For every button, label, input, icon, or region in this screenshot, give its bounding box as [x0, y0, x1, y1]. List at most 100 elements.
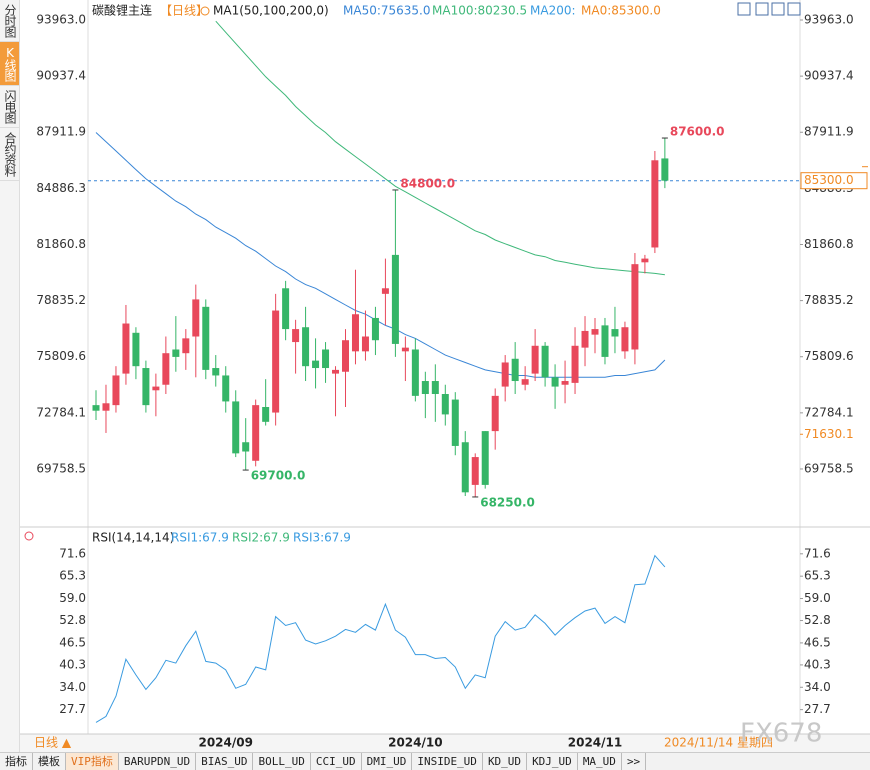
candle-body	[641, 258, 649, 263]
candle-body	[651, 160, 659, 248]
candle-body	[332, 369, 340, 374]
icon[interactable]	[771, 2, 785, 16]
candle-body	[571, 345, 579, 383]
candle-body	[391, 254, 399, 344]
sidebar-tab[interactable]: 合约资料	[0, 128, 19, 181]
toolbar: 指标 模板 VIP指标 BARUPDN_UD BIAS_UD BOLL_UD CCI_UD D…	[0, 752, 870, 770]
y-tick-label-right: 69758.5	[804, 461, 854, 475]
candle-body	[531, 345, 539, 374]
price-label-box	[800, 172, 868, 190]
legend-rsi3: RSI3:67.9	[293, 531, 351, 545]
y-tick-label-right: 78835.2	[804, 293, 854, 307]
extreme-label: 84800.0	[400, 176, 455, 190]
sidebar-tab[interactable]: 分时图	[0, 0, 19, 42]
icon[interactable]	[787, 2, 801, 16]
y-tick-label: 34.0	[59, 680, 86, 694]
period-switch[interactable]: 日线 ▲	[34, 736, 72, 750]
y-tick-label: 52.8	[59, 613, 86, 627]
candle-body	[551, 377, 559, 387]
candle-body	[322, 349, 330, 369]
x-tick-label: 2024/10	[388, 736, 442, 750]
y-tick-label: 59.0	[59, 591, 86, 605]
indicator: MA1(50,100,200,0)	[213, 4, 329, 18]
extreme-label: 69700.0	[251, 469, 306, 483]
y-tick-label-right: 27.7	[804, 702, 831, 716]
legend-ma200: MA200:	[530, 4, 576, 18]
toolbar-button[interactable]: KD_UD	[483, 753, 528, 770]
sidebar-tab[interactable]: 闪电图	[0, 86, 19, 128]
candle-body	[212, 368, 220, 376]
candle-body	[302, 327, 310, 367]
icon[interactable]	[755, 2, 769, 16]
candle-body	[381, 288, 389, 294]
toolbar-button[interactable]: KDJ_UD	[527, 753, 578, 770]
x-tick-label: 2024/09	[198, 736, 252, 750]
y-tick-label-right: 93963.0	[804, 13, 854, 27]
toolbar-button[interactable]: DMI_UD	[362, 753, 413, 770]
toolbar-button[interactable]: BOLL_UD	[253, 753, 311, 770]
candle-body	[192, 299, 200, 337]
candle-body	[621, 327, 629, 352]
y-tick-label-right: 72784.1	[804, 405, 854, 419]
candle-body	[222, 375, 230, 402]
toolbar-button[interactable]: >>	[622, 753, 647, 770]
y-tick-label-right: 46.5	[804, 635, 831, 649]
toolbar-button[interactable]: MA_UD	[578, 753, 622, 770]
candle-body	[661, 158, 669, 181]
toolbar-button[interactable]: CCI_UD	[311, 753, 362, 770]
candle-body	[262, 406, 270, 422]
candle-body	[92, 405, 100, 411]
candle-body	[142, 368, 150, 406]
settings-icon[interactable]	[24, 531, 34, 541]
window-icons[interactable]	[737, 2, 801, 16]
y-tick-label: 72784.1	[36, 405, 86, 419]
toolbar-button[interactable]: BARUPDN_UD	[119, 753, 197, 770]
sidebar: 分时图 K线图 闪电图 合约资料	[0, 0, 20, 752]
candle-body	[361, 336, 369, 352]
candle-body	[342, 340, 349, 372]
toolbar-button[interactable]: INSIDE_UD	[412, 753, 483, 770]
icon[interactable]	[737, 2, 751, 16]
candle-body	[431, 381, 439, 395]
y-tick-label: 71.6	[59, 546, 86, 560]
y-tick-label: 78835.2	[36, 293, 86, 307]
candle-body	[122, 323, 130, 374]
watermark: FX678	[740, 719, 822, 749]
candle-body	[541, 345, 549, 378]
period[interactable]: 【日线】	[160, 4, 208, 18]
candle-body	[202, 306, 210, 370]
toolbar-button[interactable]: 模板	[33, 753, 66, 770]
candle-body	[242, 442, 250, 452]
rsi-title: RSI(14,14,14)	[92, 531, 174, 545]
candle-body	[232, 401, 240, 454]
toolbar-button[interactable]: VIP指标	[66, 753, 119, 770]
candle-body	[152, 386, 160, 391]
cursor-date: 2024/11/14 星期四	[664, 736, 773, 750]
candle-body	[102, 403, 110, 411]
y-tick-label: 93963.0	[36, 13, 86, 27]
y-tick-label: 27.7	[59, 702, 86, 716]
toolbar-button[interactable]: 指标	[0, 753, 33, 770]
candle-body	[421, 381, 429, 395]
legend-ma0: MA0:85300.0	[581, 4, 661, 18]
legend-ma100: MA100:80230.5	[432, 4, 527, 18]
candle-body	[451, 399, 459, 446]
add-icon[interactable]	[200, 6, 210, 16]
candle-body	[371, 317, 379, 341]
y-tick-label-right: 59.0	[804, 591, 831, 605]
sidebar-tab[interactable]: K线图	[0, 42, 19, 86]
rsi-line	[95, 554, 666, 723]
x-axis-bar	[20, 734, 870, 752]
y-tick-label-right: 90937.4	[804, 69, 854, 83]
candle-body	[521, 379, 529, 385]
candle-body	[491, 395, 499, 432]
candle-body	[282, 288, 290, 330]
chart: 碳酸锂主连 【日线】 MA1(50,100,200,0) MA50:75635.…	[20, 0, 870, 752]
y-tick-label: 87911.9	[36, 125, 86, 139]
candle-body	[461, 442, 469, 493]
y-tick-label: 75809.6	[36, 349, 86, 363]
y-tick-label-right: 71.6	[804, 546, 831, 560]
toolbar-button[interactable]: BIAS_UD	[196, 753, 254, 770]
ma-line	[95, 132, 666, 378]
